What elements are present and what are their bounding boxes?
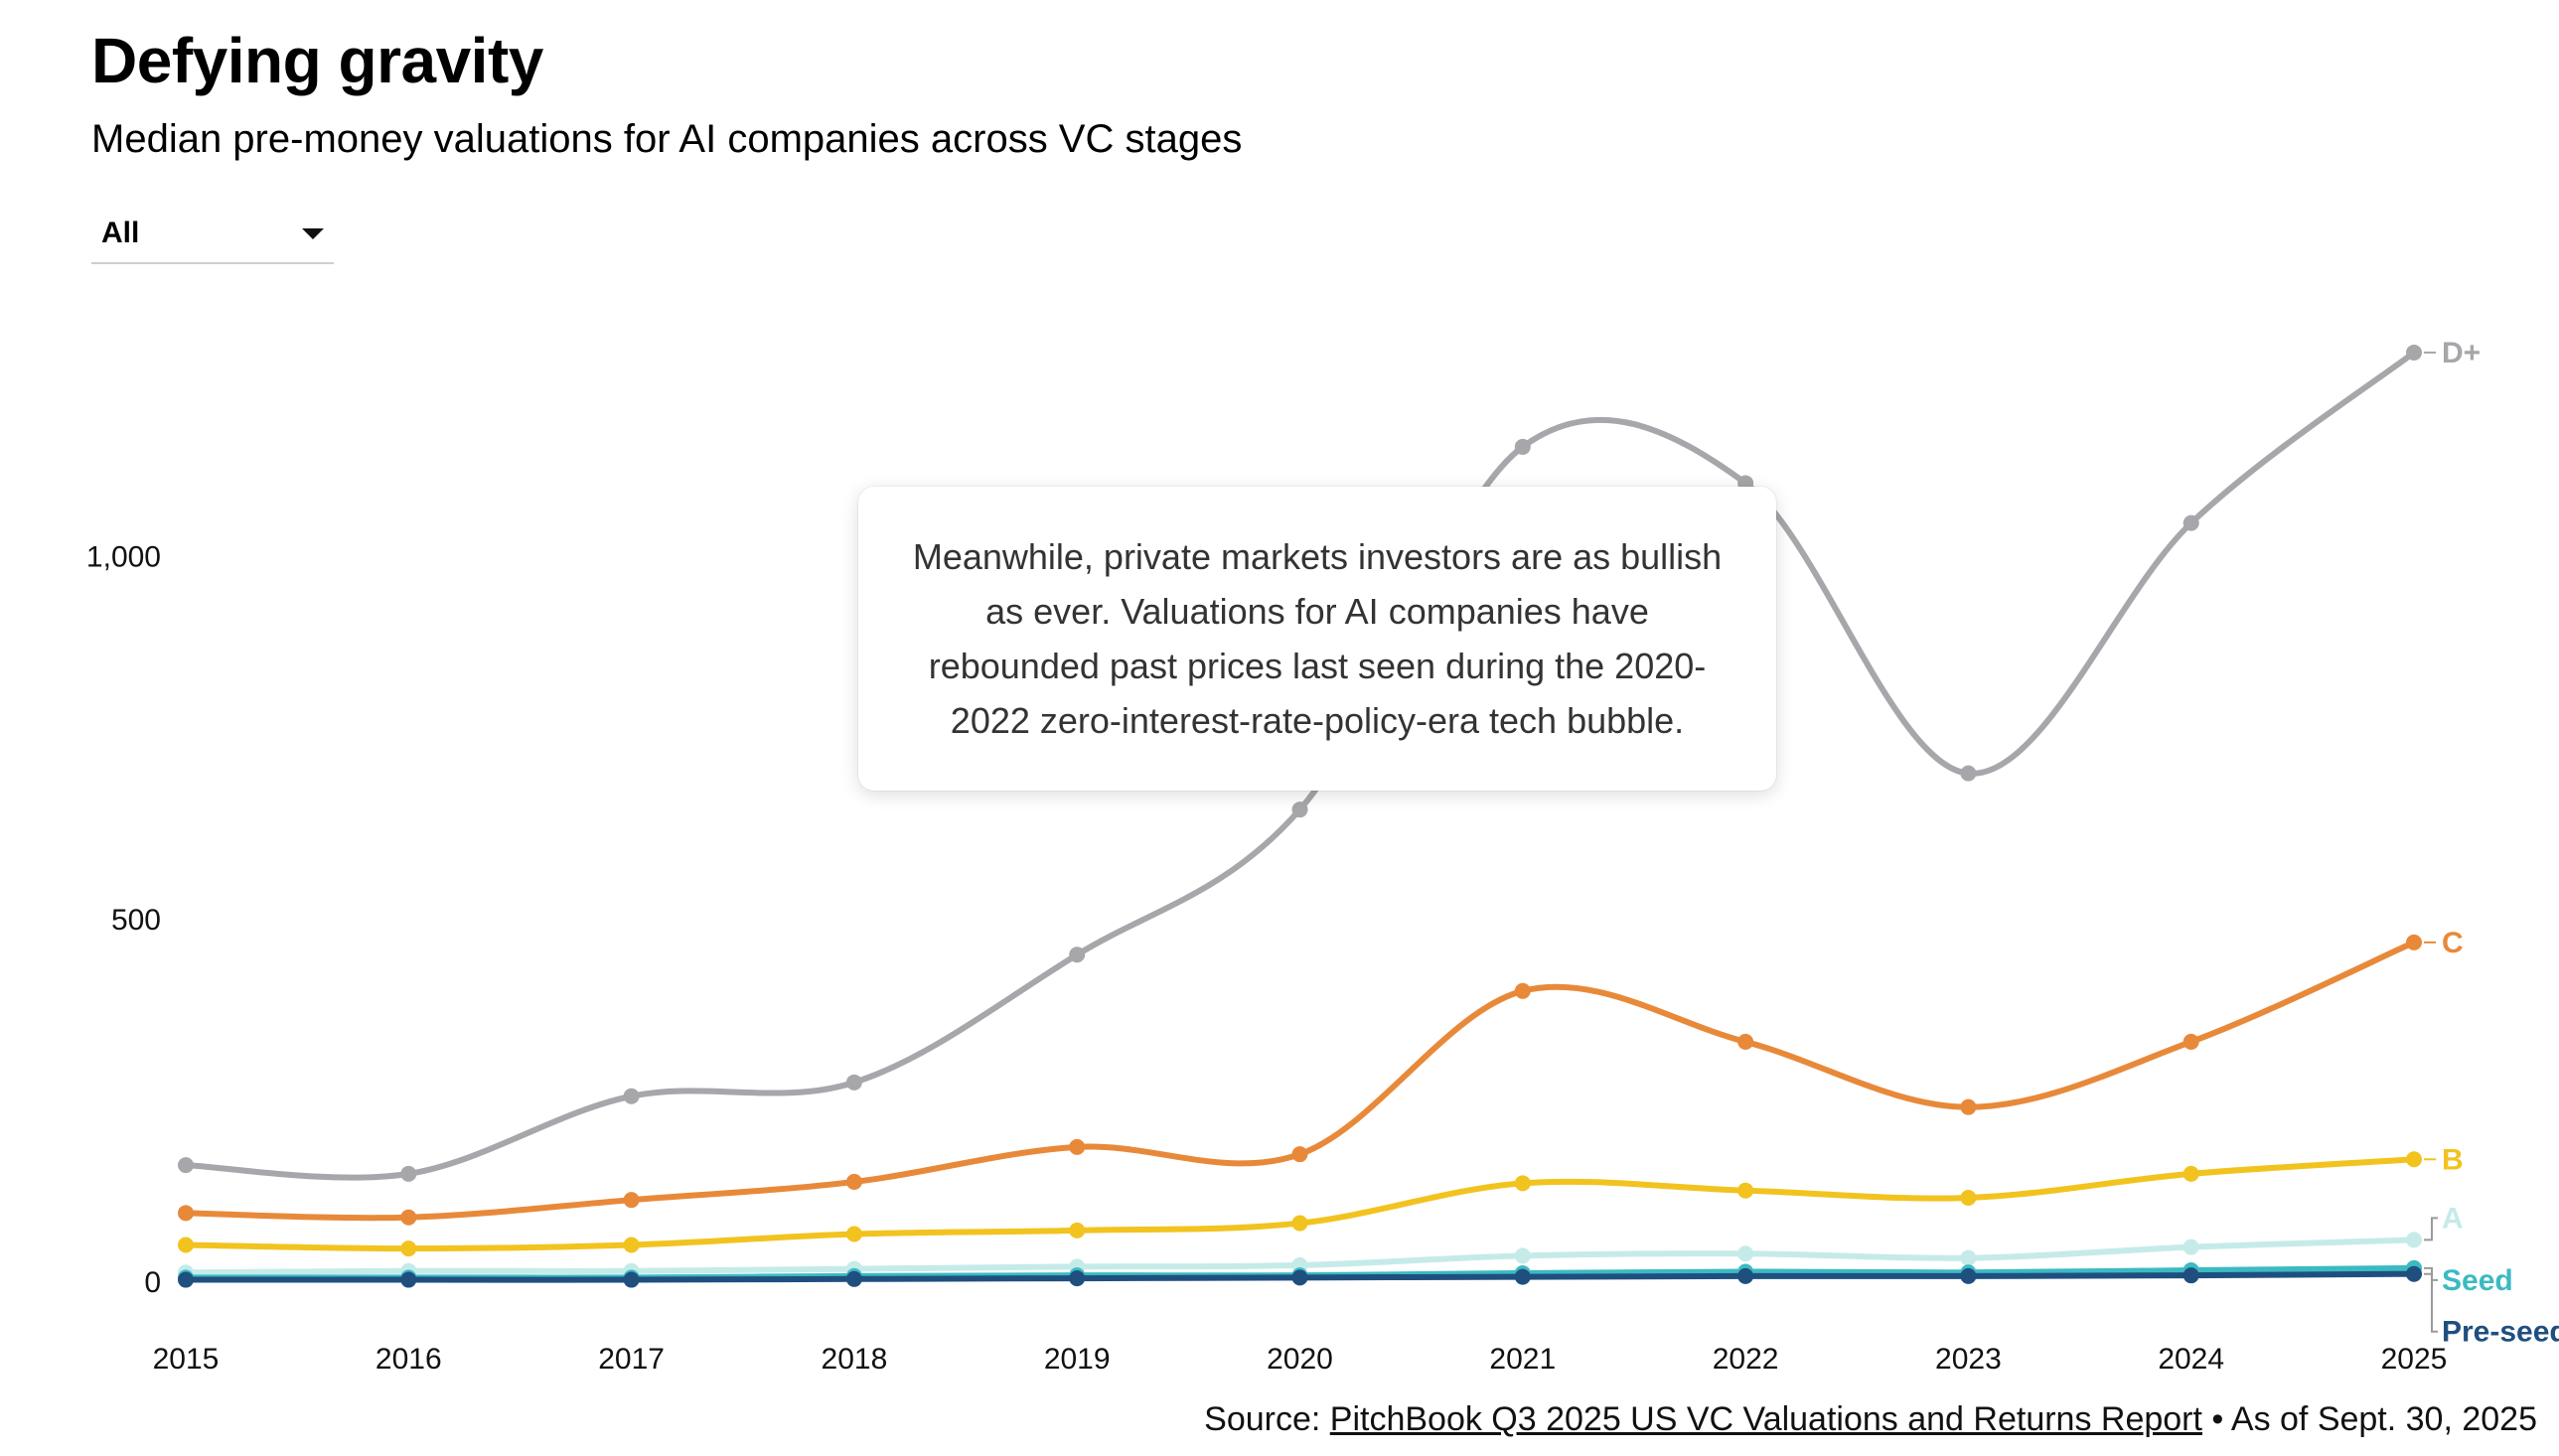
data-point-b[interactable] [2406, 1151, 2422, 1168]
data-point-c[interactable] [2183, 1033, 2199, 1050]
data-point-d[interactable] [2183, 514, 2199, 531]
series-layer [178, 344, 2422, 1288]
data-point-b[interactable] [400, 1240, 417, 1257]
data-point-b[interactable] [623, 1237, 640, 1253]
x-tick-label: 2018 [822, 1343, 888, 1376]
data-point-pre-seed[interactable] [623, 1271, 640, 1288]
data-point-c[interactable] [2406, 934, 2422, 950]
series-label-seed: Seed [2442, 1264, 2513, 1297]
stage-filter-dropdown[interactable]: All [91, 207, 334, 264]
data-point-pre-seed[interactable] [2406, 1265, 2422, 1282]
data-point-b[interactable] [1069, 1222, 1086, 1238]
series-end-labels: D+ C BA Seed Pre-seed [2424, 337, 2559, 1349]
data-point-pre-seed[interactable] [845, 1270, 862, 1287]
page-subtitle: Median pre-money valuations for AI compa… [91, 117, 1243, 161]
y-tick-label: 0 [144, 1266, 161, 1299]
series-label-d: D+ [2442, 337, 2481, 369]
source-note: Source: PitchBook Q3 2025 US VC Valuatio… [1204, 1400, 2537, 1439]
data-point-d[interactable] [1291, 801, 1308, 818]
data-point-b[interactable] [1960, 1189, 1977, 1206]
data-point-b[interactable] [1737, 1182, 1754, 1199]
data-point-c[interactable] [845, 1173, 862, 1190]
data-point-c[interactable] [623, 1192, 640, 1209]
data-point-b[interactable] [845, 1226, 862, 1242]
data-point-a[interactable] [1514, 1247, 1531, 1264]
data-point-b[interactable] [2183, 1165, 2199, 1182]
data-point-pre-seed[interactable] [2183, 1267, 2199, 1284]
annotation-text: Meanwhile, private markets investors are… [912, 536, 1723, 741]
data-point-d[interactable] [400, 1165, 417, 1182]
data-point-d[interactable] [178, 1157, 194, 1174]
page-title: Defying gravity [91, 25, 543, 96]
x-tick-label: 2022 [1713, 1343, 1779, 1376]
y-axis: 0 500 1,000 [86, 541, 161, 1300]
data-point-d[interactable] [1960, 765, 1977, 782]
data-point-a[interactable] [2406, 1232, 2422, 1248]
data-point-d[interactable] [1069, 946, 1086, 963]
data-point-a[interactable] [1960, 1249, 1977, 1266]
label-leader-a [2424, 1217, 2438, 1241]
data-point-pre-seed[interactable] [1069, 1270, 1086, 1287]
x-axis: 2015 2016 2017 2018 2019 2020 2021 2022 2023 2024… [153, 1343, 2448, 1376]
source-link[interactable]: PitchBook Q3 2025 US VC Valuations and R… [1329, 1400, 2202, 1438]
series-b [178, 1151, 2422, 1257]
data-point-d[interactable] [1514, 438, 1531, 455]
series-pre-seed [178, 1265, 2422, 1288]
data-point-pre-seed[interactable] [400, 1271, 417, 1288]
x-tick-label: 2019 [1044, 1343, 1111, 1376]
label-leader-pre-seed [2424, 1272, 2438, 1333]
data-point-pre-seed[interactable] [178, 1271, 194, 1288]
caret-down-icon [302, 228, 324, 239]
data-point-pre-seed[interactable] [1514, 1268, 1531, 1285]
y-tick-label: 500 [111, 904, 161, 937]
x-tick-label: 2025 [2381, 1343, 2448, 1376]
data-point-b[interactable] [1291, 1215, 1308, 1232]
data-point-b[interactable] [1514, 1175, 1531, 1192]
source-prefix: Source: [1204, 1400, 1330, 1438]
data-point-d[interactable] [845, 1074, 862, 1091]
series-label-pre-seed: Pre-seed [2442, 1316, 2559, 1349]
data-point-a[interactable] [1737, 1245, 1754, 1262]
data-point-c[interactable] [1291, 1146, 1308, 1163]
x-tick-label: 2023 [1935, 1343, 2002, 1376]
x-tick-label: 2016 [376, 1343, 442, 1376]
data-point-pre-seed[interactable] [1291, 1269, 1308, 1286]
data-point-pre-seed[interactable] [1960, 1267, 1977, 1284]
series-c [178, 934, 2422, 1226]
x-tick-label: 2020 [1267, 1343, 1333, 1376]
data-point-a[interactable] [2183, 1238, 2199, 1255]
stage-filter-value: All [101, 217, 140, 249]
x-tick-label: 2021 [1489, 1343, 1556, 1376]
x-tick-label: 2017 [598, 1343, 665, 1376]
y-tick-label: 1,000 [86, 541, 161, 574]
data-point-d[interactable] [2406, 344, 2422, 361]
data-point-c[interactable] [178, 1205, 194, 1222]
series-line-b [183, 1156, 2417, 1252]
series-label-c: C [2442, 927, 2464, 959]
series-label-a: A [2442, 1202, 2464, 1235]
source-suffix: • As of Sept. 30, 2025 [2201, 1400, 2537, 1438]
data-point-pre-seed[interactable] [1737, 1267, 1754, 1284]
data-point-c[interactable] [1069, 1138, 1086, 1155]
data-point-c[interactable] [400, 1209, 417, 1226]
annotation-callout: Meanwhile, private markets investors are… [858, 487, 1776, 791]
series-label-b: B [2442, 1143, 2464, 1176]
data-point-c[interactable] [1514, 982, 1531, 999]
series-line-c [183, 939, 2417, 1222]
data-point-d[interactable] [623, 1088, 640, 1104]
data-point-c[interactable] [1737, 1033, 1754, 1050]
x-tick-label: 2015 [153, 1343, 220, 1376]
data-point-c[interactable] [1960, 1098, 1977, 1115]
x-tick-label: 2024 [2158, 1343, 2224, 1376]
data-point-b[interactable] [178, 1237, 194, 1253]
